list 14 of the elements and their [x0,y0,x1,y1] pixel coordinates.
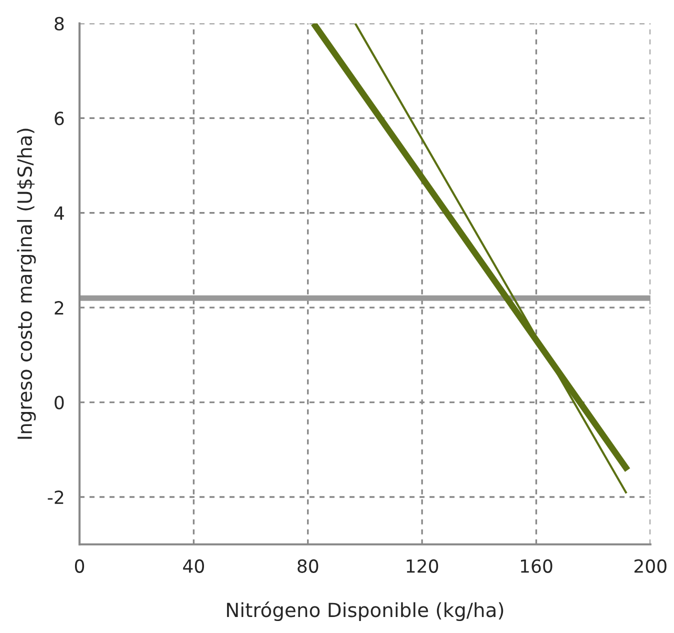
x-tick-label: 0 [74,559,84,573]
y-tick-label: 0 [54,396,64,410]
y-tick-label: 4 [54,206,64,220]
y-tick-label: 6 [54,112,64,126]
x-axis-title: Nitrógeno Disponible (kg/ha) [227,601,504,622]
y-tick-label: -2 [48,490,64,504]
x-tick-label: 40 [183,559,204,573]
x-tick-label: 160 [520,559,552,573]
x-tick-label: 80 [298,559,318,573]
y-axis-title: Ingreso costo marginal (U$S/ha) [17,128,36,439]
y-tick-label: 2 [54,301,64,314]
y-tick-label: 8 [54,16,64,31]
x-tick-label: 120 [406,559,438,573]
x-tick-label: 200 [634,559,666,573]
